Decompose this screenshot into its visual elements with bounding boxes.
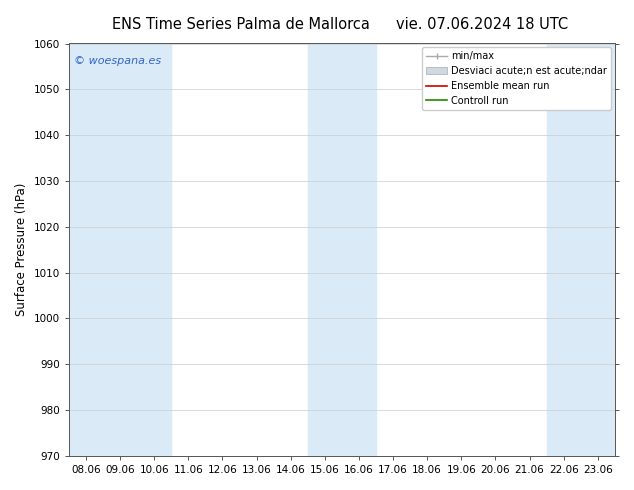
Text: vie. 07.06.2024 18 UTC: vie. 07.06.2024 18 UTC — [396, 17, 568, 32]
Bar — [137, 44, 171, 456]
Text: © woespana.es: © woespana.es — [74, 56, 162, 66]
Bar — [547, 44, 581, 456]
Bar — [307, 44, 342, 456]
Bar — [103, 44, 137, 456]
Bar — [342, 44, 376, 456]
Bar — [581, 44, 615, 456]
Legend: min/max, Desviaci acute;n est acute;ndar, Ensemble mean run, Controll run: min/max, Desviaci acute;n est acute;ndar… — [422, 48, 611, 110]
Y-axis label: Surface Pressure (hPa): Surface Pressure (hPa) — [15, 183, 28, 317]
Bar — [69, 44, 103, 456]
Text: ENS Time Series Palma de Mallorca: ENS Time Series Palma de Mallorca — [112, 17, 370, 32]
